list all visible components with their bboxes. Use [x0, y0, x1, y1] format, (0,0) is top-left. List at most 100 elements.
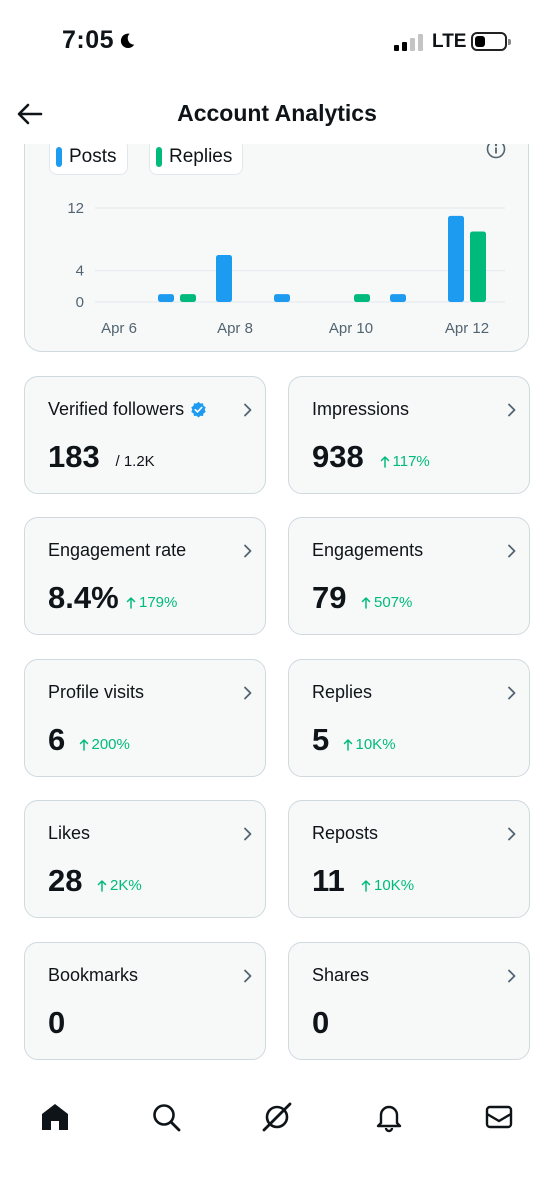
legend-replies[interactable]: Replies — [149, 139, 244, 175]
stat-label: Bookmarks — [48, 965, 138, 986]
stat-delta: 10K% — [361, 877, 414, 894]
chevron-right-icon — [244, 969, 252, 983]
back-arrow-icon — [17, 103, 43, 125]
stat-delta: 2K% — [97, 877, 142, 894]
stat-card[interactable]: Likes 28 2K% — [24, 800, 266, 918]
stat-value: 183 — [48, 439, 100, 474]
y-tick-label: 4 — [76, 263, 84, 280]
stat-delta-text: 2K% — [110, 877, 142, 894]
stat-label-text: Shares — [312, 965, 370, 985]
legend-swatch-replies — [156, 147, 162, 167]
nav-search[interactable] — [149, 1100, 183, 1134]
header: Account Analytics — [0, 88, 554, 142]
stat-label-text: Reposts — [312, 823, 379, 843]
stat-value: 11 — [312, 863, 345, 898]
bar-replies-6[interactable] — [470, 231, 486, 303]
chevron-right-icon — [244, 544, 252, 558]
chevron-right-icon — [508, 544, 516, 558]
arrow-up-icon — [380, 456, 389, 468]
stat-value: 5 — [312, 722, 330, 757]
stat-label-text: Replies — [312, 682, 373, 702]
stat-delta-text: 507% — [374, 594, 413, 611]
stat-label-text: Bookmarks — [48, 965, 139, 985]
stat-label: Engagement rate — [48, 540, 186, 561]
chart-card: 12 4 0 Apr 6 Apr 8 Apr 10 Apr 12 Posts Replies — [24, 120, 529, 352]
stat-card[interactable]: Reposts 11 10K% — [288, 800, 530, 918]
header-background — [0, 88, 554, 144]
bar-posts-1[interactable] — [158, 294, 174, 302]
network-label: LTE — [432, 31, 467, 52]
battery-icon — [471, 32, 511, 51]
stat-card[interactable]: Shares 0 — [288, 942, 530, 1060]
y-tick-label: 0 — [76, 294, 84, 311]
stat-label: Engagements — [312, 540, 423, 561]
legend-label-posts: Posts — [69, 146, 117, 167]
stat-value: 938 — [312, 439, 364, 474]
stat-label-text: Engagement rate — [48, 540, 187, 560]
back-button[interactable] — [14, 98, 46, 130]
arrow-up-icon — [343, 739, 352, 751]
stat-card[interactable]: Replies 5 10K% — [288, 659, 530, 777]
nav-grok[interactable] — [260, 1100, 294, 1134]
status-time-text: 7:05 — [62, 26, 115, 54]
stat-label-text: Likes — [48, 823, 91, 843]
stat-delta-text: 117% — [392, 453, 430, 470]
stat-label: Shares — [312, 965, 369, 986]
stat-card[interactable]: Engagements 79 507% — [288, 517, 530, 635]
stat-label: Verified followers — [48, 399, 207, 420]
bar-replies-1[interactable] — [180, 294, 196, 302]
stat-value: 8.4% — [48, 580, 119, 615]
stat-card[interactable]: Profile visits 6 200% — [24, 659, 266, 777]
bar-posts-3[interactable] — [274, 294, 290, 302]
bar-replies-4[interactable] — [354, 294, 370, 302]
bar-posts-2[interactable] — [216, 255, 232, 302]
nav-home[interactable] — [38, 1100, 72, 1134]
arrow-up-icon — [126, 597, 136, 609]
chevron-right-icon — [508, 969, 516, 983]
stat-label-text: Verified followers — [48, 399, 185, 419]
stat-value: 79 — [312, 580, 347, 615]
arrow-up-icon — [79, 739, 88, 751]
nav-messages[interactable] — [482, 1100, 516, 1134]
chevron-right-icon — [508, 403, 516, 417]
stat-label-text: Impressions — [312, 399, 410, 419]
y-tick-label: 12 — [67, 200, 84, 217]
stat-card[interactable]: Impressions 938 117% — [288, 376, 530, 494]
home-icon — [42, 1104, 68, 1130]
stat-total: / 1.2K — [115, 453, 155, 470]
stat-card[interactable]: Engagement rate 8.4% 179% — [24, 517, 266, 635]
legend-posts[interactable]: Posts — [49, 139, 128, 175]
search-icon — [153, 1104, 181, 1132]
stat-delta: 507% — [361, 594, 412, 611]
x-tick-label: Apr 8 — [217, 320, 253, 337]
x-tick-label: Apr 10 — [329, 320, 373, 337]
arrow-up-icon — [361, 880, 371, 892]
stat-label-text: Profile visits — [48, 682, 145, 702]
moon-icon — [120, 33, 135, 48]
verified-badge-icon — [191, 401, 206, 418]
stat-delta: 117% — [380, 453, 430, 470]
x-tick-label: Apr 6 — [101, 320, 137, 337]
chevron-right-icon — [508, 686, 516, 700]
nav-notifications[interactable] — [372, 1100, 406, 1134]
stat-card[interactable]: Bookmarks 0 — [24, 942, 266, 1060]
notifications-icon — [376, 1105, 402, 1133]
stat-value: 0 — [48, 1005, 66, 1040]
stat-label: Profile visits — [48, 682, 144, 703]
stat-value: 6 — [48, 722, 66, 757]
bottom-nav — [0, 1080, 554, 1152]
stat-delta-text: 10K% — [374, 877, 415, 894]
chevron-right-icon — [244, 686, 252, 700]
arrow-up-icon — [97, 880, 107, 892]
stat-card[interactable]: Verified followers 183 / 1.2K — [24, 376, 266, 494]
stat-delta: 179% — [126, 594, 177, 611]
bar-posts-5[interactable] — [390, 294, 406, 302]
bar-posts-6[interactable] — [448, 215, 464, 302]
stat-value: 28 — [48, 863, 83, 898]
page-title: Account Analytics — [177, 100, 377, 126]
stat-label: Impressions — [312, 399, 409, 420]
stat-label: Replies — [312, 682, 372, 703]
messages-icon — [485, 1105, 513, 1129]
stat-label: Reposts — [312, 823, 378, 844]
stat-value: 0 — [312, 1005, 330, 1040]
